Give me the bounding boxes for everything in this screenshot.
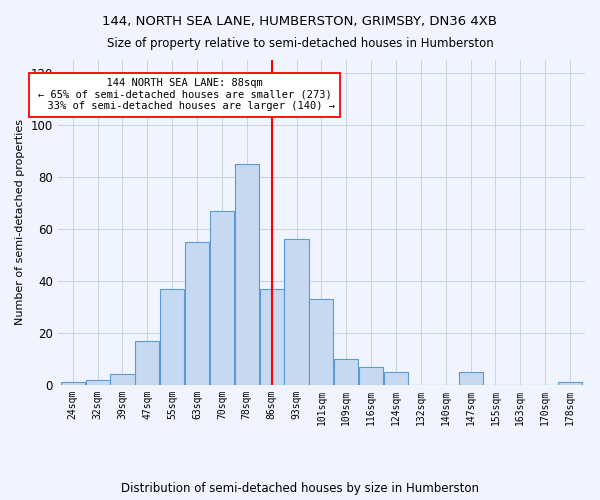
Text: Distribution of semi-detached houses by size in Humberston: Distribution of semi-detached houses by … [121, 482, 479, 495]
Bar [61, 382, 85, 385]
Bar [135, 340, 160, 385]
Bar [284, 240, 308, 385]
Text: 144 NORTH SEA LANE: 88sqm  
← 65% of semi-detached houses are smaller (273)
  33: 144 NORTH SEA LANE: 88sqm ← 65% of semi-… [35, 78, 335, 112]
Y-axis label: Number of semi-detached properties: Number of semi-detached properties [15, 120, 25, 326]
Bar [359, 366, 383, 385]
Bar [458, 372, 482, 385]
Bar [310, 299, 334, 385]
Bar [558, 382, 582, 385]
Bar [110, 374, 134, 385]
Text: Size of property relative to semi-detached houses in Humberston: Size of property relative to semi-detach… [107, 38, 493, 51]
Bar [210, 210, 234, 385]
Bar [185, 242, 209, 385]
Bar [334, 359, 358, 385]
Bar [384, 372, 408, 385]
Text: 144, NORTH SEA LANE, HUMBERSTON, GRIMSBY, DN36 4XB: 144, NORTH SEA LANE, HUMBERSTON, GRIMSBY… [103, 15, 497, 28]
Bar [235, 164, 259, 385]
Bar [260, 288, 284, 385]
Bar [160, 288, 184, 385]
Bar [86, 380, 110, 385]
